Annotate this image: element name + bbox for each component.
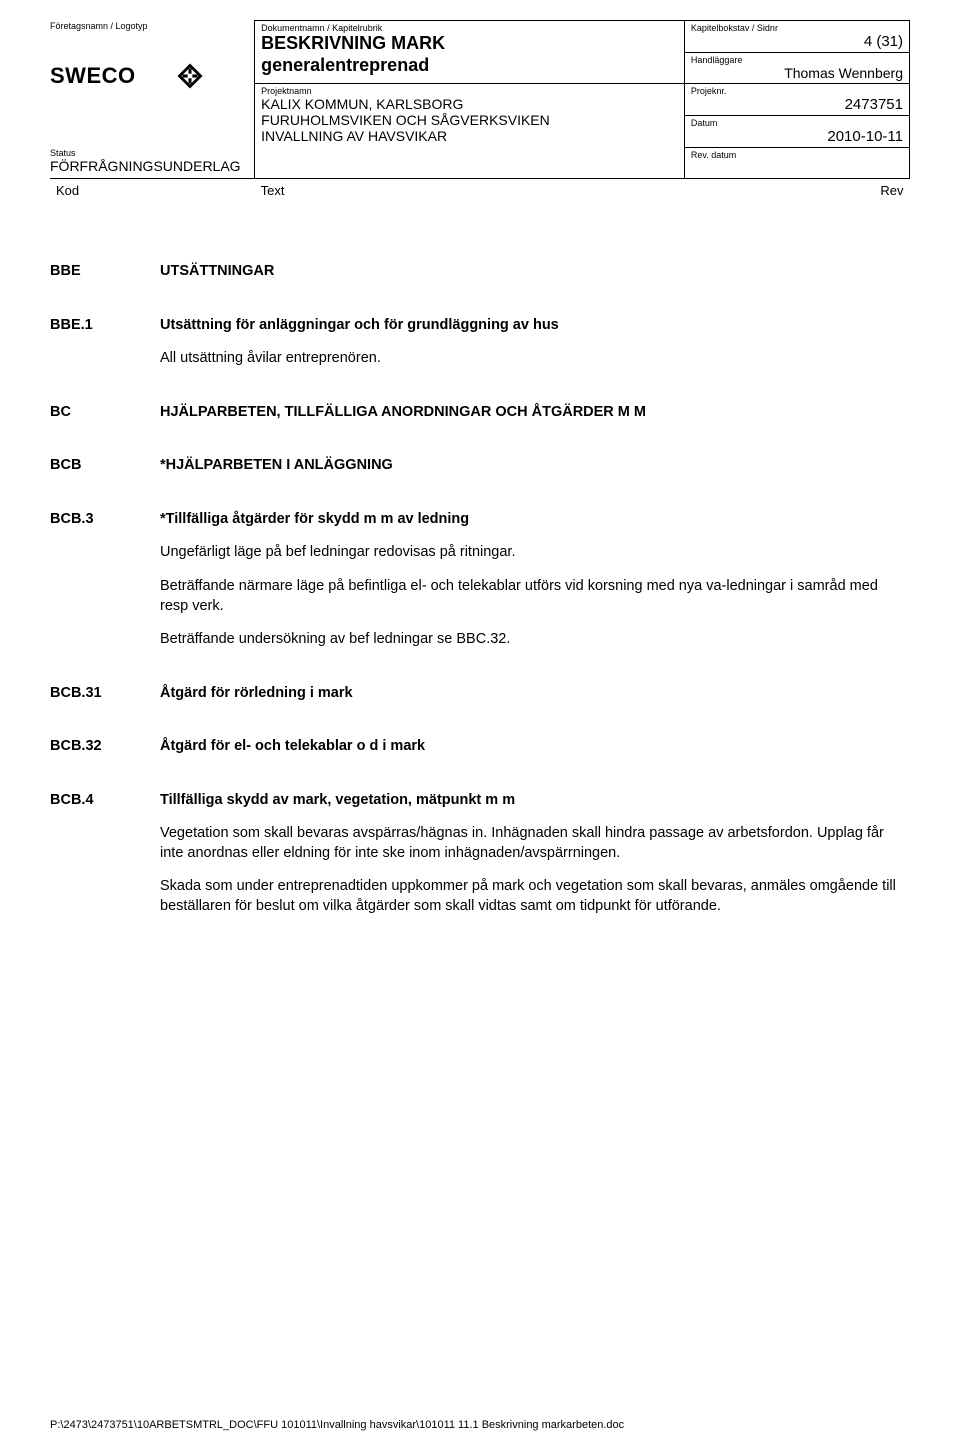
section-bcb4: BCB.4 Tillfälliga skydd av mark, vegetat… <box>50 791 910 917</box>
title-bcb4: Tillfälliga skydd av mark, vegetation, m… <box>160 791 910 811</box>
code-bcb4: BCB.4 <box>50 791 160 917</box>
code-bcb: BCB <box>50 456 160 476</box>
code-bbe1: BBE.1 <box>50 316 160 369</box>
para-bcb3-3: Beträffande undersökning av bef ledninga… <box>160 630 910 650</box>
doc-title-2: generalentreprenad <box>261 55 678 77</box>
document-body: BBE UTSÄTTNINGAR BBE.1 Utsättning för an… <box>50 202 910 917</box>
label-chapter: Kapitelbokstav / Sidnr <box>691 23 778 33</box>
project-line3: INVALLNING AV HAVSVIKAR <box>261 128 678 144</box>
section-bc: BC HJÄLPARBETEN, TILLFÄLLIGA ANORDNINGAR… <box>50 403 910 423</box>
project-line1: KALIX KOMMUN, KARLSBORG <box>261 96 678 112</box>
handler-name: Thomas Wennberg <box>691 65 903 81</box>
title-bbe: UTSÄTTNINGAR <box>160 262 910 282</box>
document-header: Företagsnamn / Logotyp SWECO Dokumentnam… <box>50 20 910 202</box>
label-projno: Projeknr. <box>691 86 903 96</box>
page-number: 4 (31) <box>691 33 903 50</box>
section-bcb3: BCB.3 *Tillfälliga åtgärder för skydd m … <box>50 510 910 650</box>
project-number: 2473751 <box>691 96 903 113</box>
para-bcb3-1: Ungefärligt läge på bef ledningar redovi… <box>160 543 910 563</box>
code-bc: BC <box>50 403 160 423</box>
company-logo: SWECO <box>50 31 248 96</box>
title-bcb32: Åtgärd för el- och telekablar o d i mark <box>160 737 910 757</box>
code-bcb3: BCB.3 <box>50 510 160 650</box>
title-bcb: *HJÄLPARBETEN I ANLÄGGNING <box>160 456 910 476</box>
col-kod: Kod <box>50 179 255 203</box>
para-bcb3-2: Beträffande närmare läge på befintliga e… <box>160 577 910 616</box>
label-company: Företagsnamn / Logotyp <box>50 21 248 31</box>
para-bcb4-2: Skada som under entreprenadtiden uppkomm… <box>160 877 910 916</box>
label-status: Status <box>50 148 248 158</box>
section-bcb: BCB *HJÄLPARBETEN I ANLÄGGNING <box>50 456 910 476</box>
title-bcb3: *Tillfälliga åtgärder för skydd m m av l… <box>160 510 910 530</box>
logo-text-svg: SWECO <box>50 63 136 88</box>
label-handler: Handläggare <box>691 55 903 65</box>
title-bc: HJÄLPARBETEN, TILLFÄLLIGA ANORDNINGAR OC… <box>160 403 910 423</box>
title-bbe1: Utsättning för anläggningar och för grun… <box>160 316 910 336</box>
section-bbe: BBE UTSÄTTNINGAR <box>50 262 910 282</box>
section-bcb31: BCB.31 Åtgärd för rörledning i mark <box>50 684 910 704</box>
code-bcb32: BCB.32 <box>50 737 160 757</box>
title-bcb31: Åtgärd för rörledning i mark <box>160 684 910 704</box>
footer-path: P:\2473\2473751\10ARBETSMTRL_DOC\FFU 101… <box>50 1419 624 1431</box>
code-bbe: BBE <box>50 262 160 282</box>
doc-title-1: BESKRIVNING MARK <box>261 33 678 55</box>
label-revdate: Rev. datum <box>691 150 903 160</box>
para-bcb4-1: Vegetation som skall bevaras avspärras/h… <box>160 824 910 863</box>
label-date: Datum <box>691 118 903 128</box>
label-docname: Dokumentnamn / Kapitelrubrik <box>261 23 678 33</box>
section-bbe1: BBE.1 Utsättning för anläggningar och fö… <box>50 316 910 369</box>
date-value: 2010-10-11 <box>691 128 903 145</box>
section-bcb32: BCB.32 Åtgärd för el- och telekablar o d… <box>50 737 910 757</box>
status-value: FÖRFRÅGNINGSUNDERLAG <box>50 158 248 174</box>
label-project: Projektnamn <box>261 86 678 96</box>
col-rev: Rev <box>684 179 909 203</box>
code-bcb31: BCB.31 <box>50 684 160 704</box>
col-text: Text <box>255 179 685 203</box>
project-line2: FURUHOLMSVIKEN OCH SÅGVERKSVIKEN <box>261 112 678 128</box>
para-bbe1-1: All utsättning åvilar entreprenören. <box>160 349 910 369</box>
